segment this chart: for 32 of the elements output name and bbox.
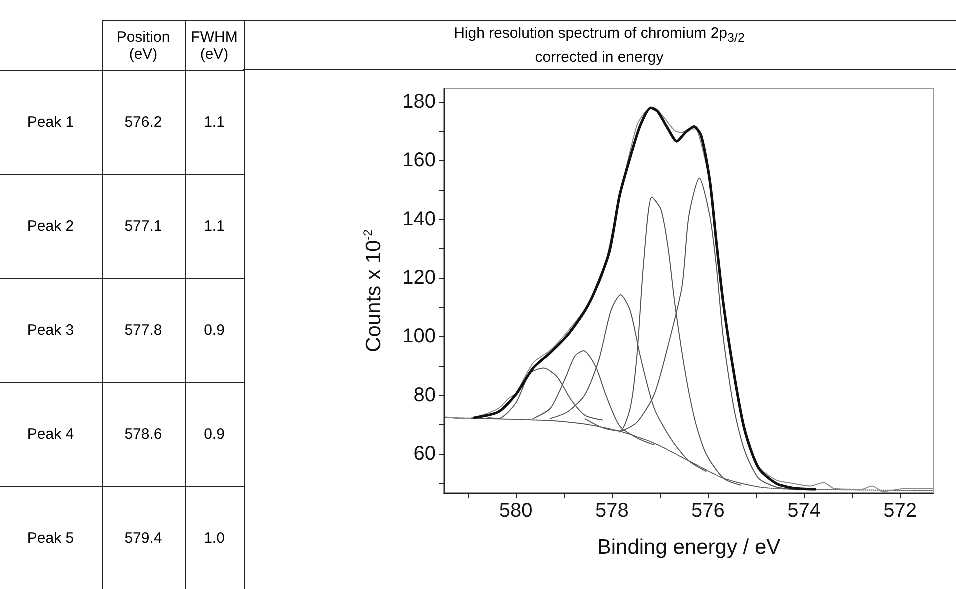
x-tick-label: 578: [595, 500, 629, 522]
y-tick-label: 160: [402, 150, 436, 172]
data-label: 1.1: [185, 174, 244, 278]
x-axis-title: Binding energy / eV: [597, 536, 781, 559]
category-label: Peak 1: [0, 70, 102, 174]
x-tick-label: 576: [692, 500, 725, 522]
y-tick-label: 140: [402, 208, 436, 230]
chart-title: High resolution spectrum of chromium 2p$_{3/2}$ corrected in energy: [454, 24, 745, 66]
data-label: 578.6: [102, 382, 185, 486]
y-tick-label: 100: [402, 326, 436, 348]
data-label: 576.2: [102, 70, 185, 174]
x-tick-label: 580: [499, 500, 533, 522]
text: Position (eV): [102, 20, 185, 70]
data-label: 0.9: [185, 278, 244, 382]
y-tick-label: 120: [402, 266, 436, 289]
data-label: 0.9: [185, 382, 244, 486]
x-tick-label: 574: [788, 500, 821, 522]
category-label: Peak 3: [0, 278, 102, 382]
data-label: 579.4: [102, 486, 185, 589]
y-tick-label: 180: [402, 90, 436, 113]
y-axis-title: Counts x 10-2: [361, 229, 386, 352]
data-label: 1.0: [185, 486, 244, 589]
data-label: 577.8: [102, 278, 185, 382]
data-label: 1.1: [185, 70, 244, 174]
text: FWHM (eV): [185, 20, 244, 70]
category-label: Peak 2: [0, 174, 102, 278]
y-tick-label: 60: [414, 442, 436, 465]
category-label: Peak 5: [0, 486, 102, 589]
x-tick-label: 572: [884, 500, 918, 522]
category-label: Peak 4: [0, 382, 102, 486]
y-tick-label: 80: [414, 384, 436, 406]
data-label: 577.1: [102, 174, 185, 278]
